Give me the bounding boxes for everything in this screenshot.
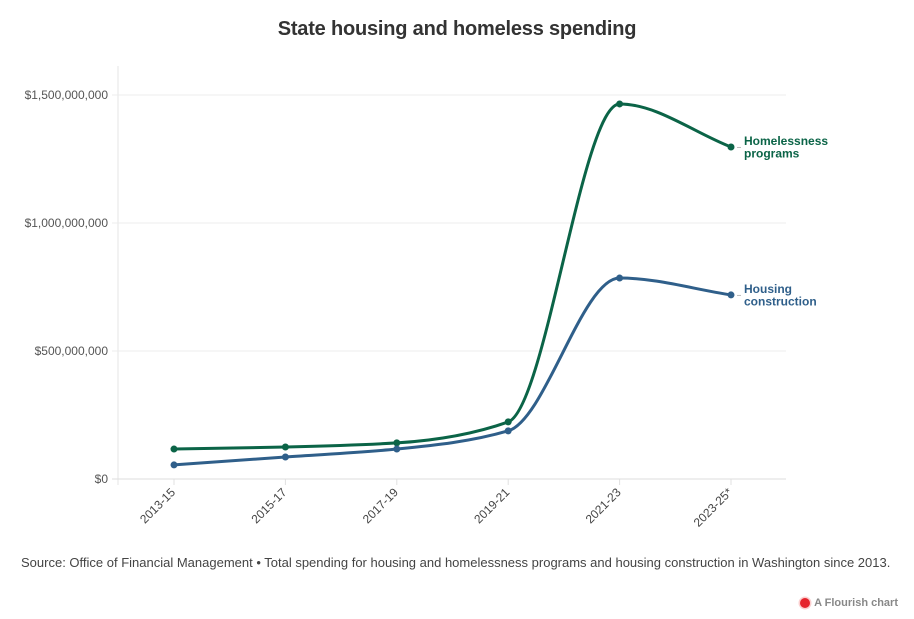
series-label-line: Housing [744,282,792,296]
data-point-housing-construction[interactable] [393,445,401,453]
y-tick-label: $1,500,000,000 [25,88,109,102]
y-tick-label: $500,000,000 [35,344,109,358]
series-labels: Homelessness programs Housing construction [737,134,828,308]
x-tick-label: 2017-19 [360,485,401,526]
y-tick-label: $1,000,000,000 [25,216,109,230]
data-point-housing-construction[interactable] [727,291,735,299]
series-points [170,100,735,469]
source-note: Source: Office of Financial Management •… [21,555,891,570]
gridlines [112,66,786,485]
x-tick-label: 2013-15 [137,485,178,526]
x-tick-label: 2015-17 [248,485,289,526]
data-point-homelessness-programs[interactable] [281,443,289,451]
data-point-homelessness-programs[interactable] [170,445,178,453]
series-label-housing-construction: Housing construction [744,282,817,309]
x-axis: 2013-15 2015-17 2017-19 2019-21 2021-23 2023-… [137,479,735,530]
flourish-credit-text: A Flourish chart [814,597,898,609]
series-line-housing-construction[interactable] [172,276,733,467]
chart-title: State housing and homeless spending [277,18,637,40]
data-point-housing-construction[interactable] [504,427,512,435]
data-point-housing-construction[interactable] [170,461,178,469]
series-label-line: programs [744,146,800,160]
data-point-homelessness-programs[interactable] [727,143,735,151]
y-tick-label: $0 [95,472,109,486]
flourish-credit-link[interactable]: A Flourish chart [800,597,898,609]
data-point-homelessness-programs[interactable] [393,439,401,447]
series-label-line: construction [744,294,817,308]
x-tick-label: 2019-21 [471,485,512,526]
x-tick-label: 2021-23 [583,485,624,526]
flourish-logo-icon [800,598,811,608]
data-point-housing-construction[interactable] [616,274,624,282]
y-axis: $0 $500,000,000 $1,000,000,000 $1,500,000,0… [25,88,109,486]
series-line-homelessness-programs[interactable] [172,102,733,451]
data-point-homelessness-programs[interactable] [616,100,624,108]
series-label-homelessness-programs: Homelessness programs [744,134,828,161]
data-point-housing-construction[interactable] [281,453,289,461]
series-label-line: Homelessness [744,134,828,148]
x-tick-label: 2023-25* [691,485,736,530]
data-point-homelessness-programs[interactable] [504,418,512,426]
series-lines [172,102,733,467]
